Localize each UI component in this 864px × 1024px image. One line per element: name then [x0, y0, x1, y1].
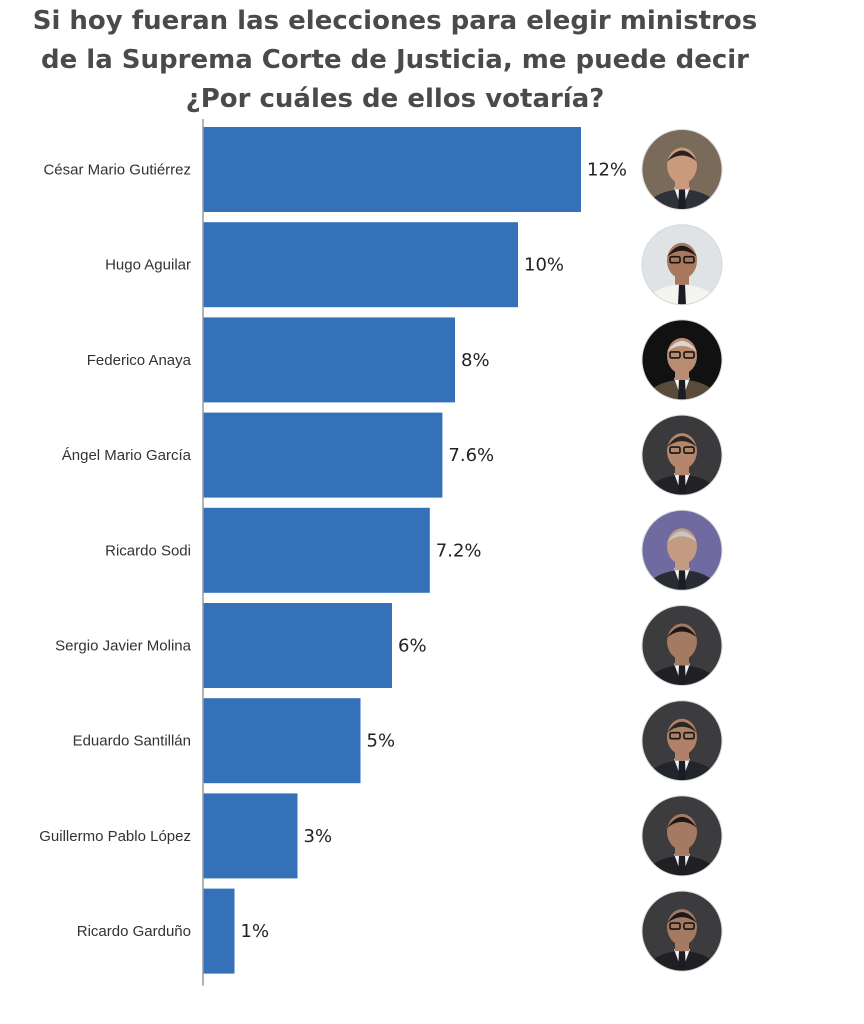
chart-title-line-1: Si hoy fueran las elecciones para elegir…: [32, 6, 758, 36]
candidate-photo-federico-anaya: [641, 319, 723, 401]
category-label: Federico Anaya: [87, 352, 192, 369]
candidate-photo-angel-mario-garcia: [641, 414, 723, 496]
bar-3: [203, 412, 443, 498]
category-label: Ricardo Garduño: [77, 923, 191, 940]
labels-layer: César Mario Gutiérrez 12% Hugo Aguilar 10% F…: [39, 160, 627, 943]
bar-0: [203, 127, 581, 212]
bar-4: [203, 507, 430, 593]
candidate-photo-cesar-mario-gutierrez: [641, 129, 723, 210]
category-label: Ángel Mario García: [62, 447, 192, 464]
photos-layer: [641, 129, 723, 972]
category-label: César Mario Gutiérrez: [43, 162, 191, 179]
candidate-photo-ricardo-garduno: [641, 890, 723, 972]
value-label: 1%: [241, 921, 270, 942]
candidate-photo-sergio-javier-molina: [641, 605, 723, 686]
candidate-photo-guillermo-pablo-lopez: [641, 795, 723, 877]
value-label: 6%: [398, 636, 427, 657]
bar-2: [203, 317, 455, 403]
bars-layer: [203, 127, 581, 974]
bar-1: [203, 222, 518, 308]
chart-title: Si hoy fueran las elecciones para elegir…: [0, 2, 790, 119]
bar-8: [203, 888, 235, 974]
category-label: Guillermo Pablo López: [39, 828, 191, 845]
bar-6: [203, 698, 361, 784]
bar-5: [203, 603, 392, 688]
candidate-photo-eduardo-santillan: [641, 700, 723, 782]
candidate-photo-hugo-aguilar: [641, 224, 723, 306]
value-label: 5%: [367, 731, 396, 752]
chart-title-line-3: ¿Por cuáles de ellos votaría?: [185, 84, 605, 114]
category-label: Sergio Javier Molina: [55, 638, 192, 655]
chart-title-line-2: de la Suprema Corte de Justicia, me pued…: [41, 45, 749, 75]
category-label: Ricardo Sodi: [105, 542, 191, 559]
category-label: Eduardo Santillán: [73, 733, 191, 750]
value-label: 7.6%: [448, 445, 494, 466]
category-label: Hugo Aguilar: [105, 257, 191, 274]
value-label: 12%: [587, 160, 627, 181]
value-label: 3%: [304, 826, 333, 847]
bar-7: [203, 793, 298, 879]
value-label: 8%: [461, 350, 490, 371]
value-label: 10%: [524, 255, 564, 276]
value-label: 7.2%: [436, 540, 482, 561]
candidate-photo-ricardo-sodi: [641, 509, 723, 591]
